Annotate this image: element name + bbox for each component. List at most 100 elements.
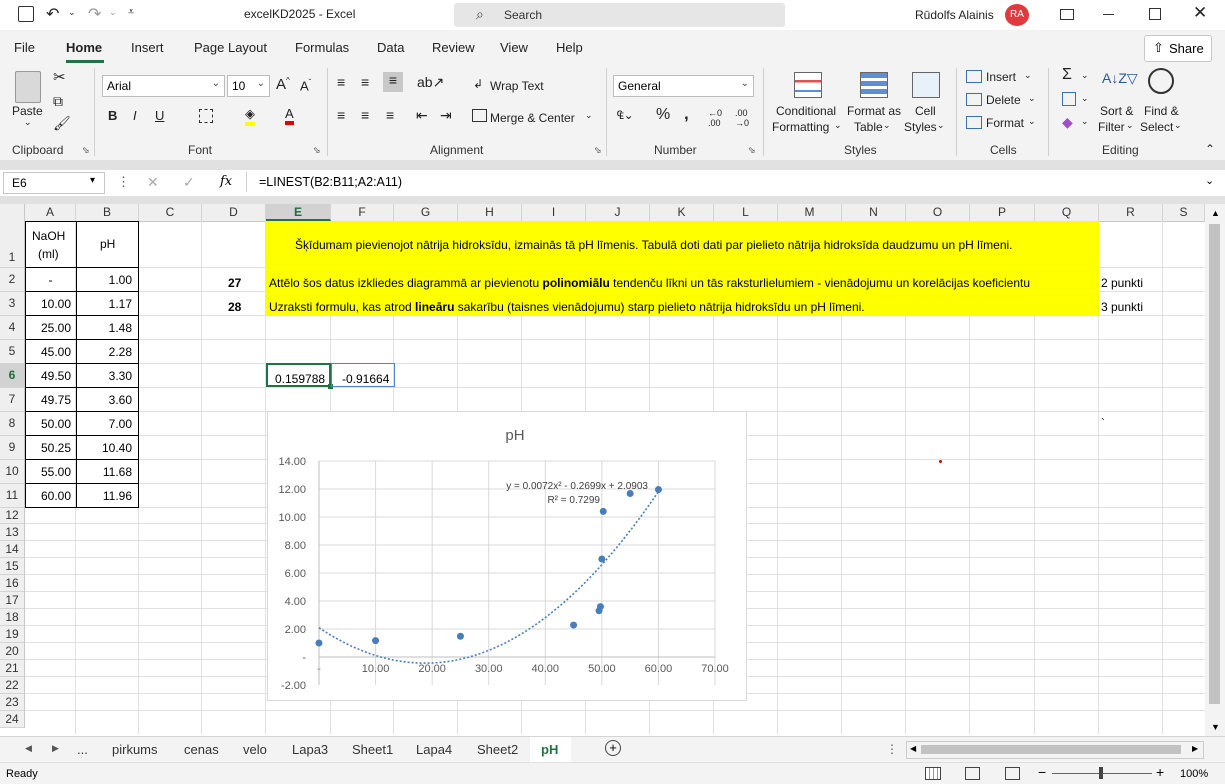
- add-sheet-icon[interactable]: +: [605, 740, 621, 756]
- cell-a8[interactable]: 50.00: [40, 417, 71, 431]
- row-header-6[interactable]: 6: [0, 364, 25, 388]
- tab-file[interactable]: File: [14, 40, 35, 55]
- font-name-select[interactable]: Arial ⌄: [102, 75, 225, 97]
- insert-cells-icon[interactable]: [966, 70, 982, 83]
- collapse-ribbon-icon[interactable]: ⌃: [1205, 142, 1216, 156]
- page-layout-view-icon[interactable]: [965, 767, 980, 780]
- paste-icon[interactable]: [15, 71, 41, 103]
- zoom-slider-thumb[interactable]: [1099, 767, 1103, 779]
- cell-styles-button[interactable]: Cell: [915, 104, 936, 118]
- hscroll-right-icon[interactable]: ▶: [1192, 744, 1199, 753]
- confirm-entry-icon[interactable]: ✓: [183, 174, 195, 190]
- bold-icon[interactable]: B: [108, 108, 118, 123]
- font-color-icon[interactable]: A: [285, 106, 294, 125]
- column-header-a[interactable]: A: [25, 204, 76, 221]
- undo-dropdown-icon[interactable]: ⌄: [68, 7, 76, 17]
- formula-input[interactable]: =LINEST(B2:B11;A2:A11): [259, 175, 403, 189]
- row-header-20[interactable]: 20: [0, 643, 25, 660]
- format-as-table-button[interactable]: Format as: [847, 104, 902, 118]
- paste-dropdown-icon[interactable]: ⌄: [24, 117, 32, 127]
- percent-icon[interactable]: %: [656, 106, 671, 123]
- undo-icon[interactable]: ↶: [46, 6, 60, 23]
- page-break-view-icon[interactable]: [1005, 767, 1020, 780]
- orientation-icon[interactable]: ab↗: [417, 74, 445, 90]
- delete-cells-button[interactable]: Delete: [986, 93, 1021, 107]
- hscroll-thumb[interactable]: [921, 745, 1181, 754]
- decrease-font-icon[interactable]: Aˇ: [300, 78, 312, 94]
- insert-cells-button[interactable]: Insert: [986, 70, 1017, 84]
- row-header-14[interactable]: 14: [0, 541, 25, 558]
- align-top-icon[interactable]: ≡: [337, 74, 346, 90]
- search-box[interactable]: ⌕ Search: [454, 3, 785, 27]
- sort-filter-button[interactable]: Sort &: [1100, 104, 1134, 118]
- format-painter-icon[interactable]: 🖌: [53, 115, 71, 131]
- sort-filter-icon[interactable]: A↓Z▽: [1102, 70, 1138, 86]
- delete-cells-icon[interactable]: [966, 93, 982, 106]
- row-header-15[interactable]: 15: [0, 558, 25, 575]
- sheet-tab-lapa4[interactable]: Lapa4: [416, 742, 453, 757]
- save-icon[interactable]: [18, 6, 34, 22]
- column-header-g[interactable]: G: [394, 204, 458, 221]
- column-header-s[interactable]: S: [1163, 204, 1205, 221]
- expand-formula-icon[interactable]: ⌄: [1205, 175, 1215, 187]
- clear-icon[interactable]: ◆: [1062, 114, 1073, 130]
- autosum-icon[interactable]: Σ: [1062, 66, 1072, 83]
- cell-a6[interactable]: 49.50: [40, 369, 71, 383]
- redo-icon[interactable]: ↷: [88, 6, 102, 23]
- sheet-tab-sheet2[interactable]: Sheet2: [477, 742, 519, 757]
- chevron-down-icon[interactable]: ⌄: [1024, 70, 1032, 80]
- find-select-icon[interactable]: [1148, 68, 1174, 94]
- more-options-icon[interactable]: ⋮: [117, 174, 130, 189]
- sheet-tab-lapa3[interactable]: Lapa3: [292, 742, 329, 757]
- more-sheets[interactable]: ...: [77, 742, 88, 757]
- cell-a5[interactable]: 45.00: [40, 345, 71, 359]
- cell-d3[interactable]: 28: [228, 300, 242, 314]
- alignment-launcher-icon[interactable]: ⬂: [594, 145, 602, 155]
- find-select-label2[interactable]: Select: [1140, 120, 1174, 134]
- column-header-k[interactable]: K: [650, 204, 714, 221]
- cell-b5[interactable]: 2.28: [108, 345, 132, 359]
- scroll-down-icon[interactable]: ▼: [1211, 722, 1220, 732]
- increase-decimal-icon[interactable]: ←0.00: [708, 108, 723, 128]
- maximize-icon[interactable]: [1149, 8, 1161, 20]
- format-cells-button[interactable]: Format: [986, 116, 1025, 130]
- zoom-level[interactable]: 100%: [1180, 768, 1209, 780]
- decrease-indent-icon[interactable]: ⇤: [416, 107, 428, 123]
- name-box[interactable]: E6 ▾: [3, 172, 105, 194]
- row-header-7[interactable]: 7: [0, 388, 25, 412]
- cell-d2[interactable]: 27: [228, 276, 242, 290]
- tab-formulas[interactable]: Formulas: [295, 40, 350, 55]
- row-header-22[interactable]: 22: [0, 677, 25, 694]
- fill-handle[interactable]: [328, 384, 333, 389]
- chevron-down-icon[interactable]: ⌄: [585, 110, 593, 120]
- chevron-down-icon[interactable]: ⌄: [834, 120, 842, 130]
- format-as-table-label2[interactable]: Table: [854, 120, 883, 134]
- conditional-formatting-icon[interactable]: [794, 72, 822, 98]
- hscroll-left-icon[interactable]: ◀: [910, 744, 917, 753]
- chevron-down-icon[interactable]: ⌄: [1028, 93, 1036, 103]
- scroll-thumb[interactable]: [1209, 224, 1220, 704]
- chevron-down-icon[interactable]: ⌄: [1174, 120, 1182, 130]
- fill-icon[interactable]: [1062, 92, 1076, 106]
- format-cells-icon[interactable]: [966, 116, 982, 129]
- sheet-tab-velo[interactable]: velo: [243, 742, 267, 757]
- accounting-format-icon[interactable]: ₠⌄: [617, 108, 634, 122]
- row-header-1[interactable]: 1: [0, 221, 25, 268]
- cell-b7[interactable]: 3.60: [108, 393, 132, 407]
- format-as-table-icon[interactable]: [860, 72, 888, 98]
- wrap-text-button[interactable]: Wrap Text: [490, 79, 544, 93]
- merge-center-button[interactable]: Merge & Center: [490, 111, 575, 125]
- minimize-icon[interactable]: [1103, 14, 1114, 15]
- zoom-out-icon[interactable]: −: [1038, 764, 1047, 780]
- row-header-4[interactable]: 4: [0, 316, 25, 340]
- vertical-scrollbar[interactable]: ▲ ▼: [1205, 204, 1225, 736]
- row-header-10[interactable]: 10: [0, 460, 25, 484]
- row-header-9[interactable]: 9: [0, 436, 25, 460]
- zoom-in-icon[interactable]: +: [1156, 764, 1165, 780]
- column-header-e[interactable]: E: [266, 204, 331, 221]
- cell-e6[interactable]: 0.159788: [275, 372, 326, 386]
- tab-view[interactable]: View: [500, 40, 528, 55]
- cell-r3[interactable]: 3 punkti: [1101, 300, 1144, 314]
- align-left-icon[interactable]: ≡: [337, 107, 346, 123]
- cell-a2[interactable]: -: [48, 273, 53, 287]
